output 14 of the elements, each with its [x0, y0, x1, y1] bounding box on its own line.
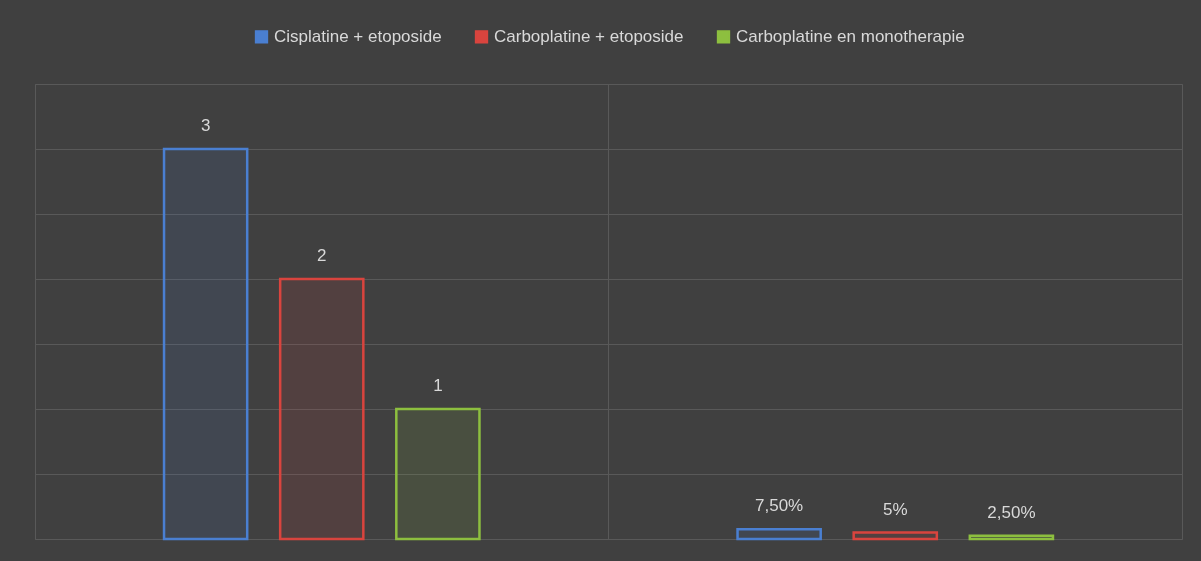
bar: [736, 528, 822, 541]
data-label: 7,50%: [755, 496, 804, 516]
data-label: 3: [200, 116, 211, 135]
legend-label: Carboplatine + etoposide: [494, 26, 684, 46]
bar: [852, 531, 939, 541]
legend-label: Carboplatine en monotherapie: [736, 26, 965, 46]
data-label: 2: [317, 246, 327, 265]
data-label: 5%: [882, 499, 908, 519]
legend-label: Cisplatine + etoposide: [274, 26, 442, 46]
bar: [162, 147, 249, 541]
data-label: 1: [433, 376, 443, 395]
bar: [278, 277, 365, 541]
bar: [395, 407, 481, 541]
data-label: 2,50%: [987, 502, 1036, 522]
